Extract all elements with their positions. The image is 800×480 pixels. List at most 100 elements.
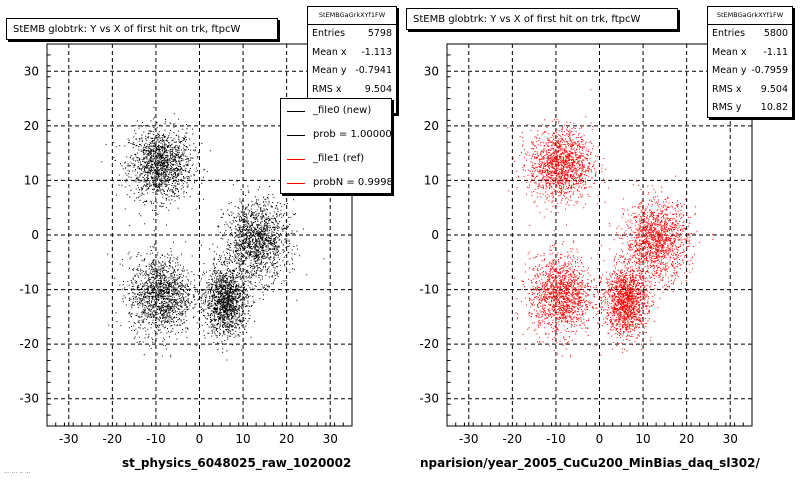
data-point — [276, 215, 278, 217]
data-point — [208, 305, 210, 307]
data-point — [173, 160, 175, 162]
data-point — [275, 207, 277, 209]
data-point — [247, 203, 249, 205]
data-point — [246, 242, 248, 244]
data-point — [273, 254, 275, 256]
data-point — [217, 311, 218, 313]
data-point — [277, 246, 279, 248]
data-point — [268, 240, 270, 242]
data-point — [153, 260, 154, 262]
data-point — [257, 259, 259, 261]
data-point — [225, 298, 227, 300]
data-point — [142, 186, 144, 188]
data-point — [183, 285, 185, 287]
data-point — [170, 165, 172, 167]
data-point — [235, 251, 236, 253]
data-point — [152, 289, 154, 291]
data-point — [170, 178, 172, 180]
data-point — [259, 268, 261, 270]
data-point — [227, 244, 229, 246]
data-point — [269, 212, 271, 214]
data-point — [241, 246, 243, 247]
data-point — [221, 282, 223, 284]
data-point — [246, 221, 248, 222]
data-point — [224, 297, 226, 299]
data-point — [161, 309, 162, 311]
data-point — [147, 317, 148, 319]
data-point — [135, 281, 137, 283]
data-point — [144, 149, 146, 151]
data-point — [213, 270, 215, 272]
data-point — [153, 230, 155, 232]
data-point — [172, 282, 174, 283]
data-point — [219, 322, 221, 324]
data-point — [183, 155, 185, 157]
data-point — [160, 284, 162, 285]
data-point — [177, 168, 178, 170]
data-point — [240, 249, 242, 251]
data-point — [153, 303, 155, 305]
data-point — [136, 301, 138, 303]
data-point — [249, 241, 251, 243]
data-point — [158, 185, 160, 187]
data-point — [256, 209, 258, 211]
data-point — [273, 246, 275, 248]
data-point — [178, 141, 180, 143]
data-point — [168, 290, 170, 292]
data-point — [231, 272, 233, 274]
data-point — [238, 295, 240, 297]
data-point — [251, 248, 253, 250]
data-point — [178, 139, 180, 141]
data-point — [178, 190, 179, 192]
data-point — [255, 258, 256, 259]
data-point — [148, 146, 150, 148]
data-point — [289, 223, 291, 225]
data-point — [235, 217, 237, 218]
data-point — [154, 186, 156, 188]
data-point — [144, 282, 146, 284]
data-point — [278, 227, 280, 229]
data-point — [266, 224, 268, 226]
data-point — [263, 266, 265, 268]
data-point — [177, 304, 179, 306]
data-point — [123, 162, 125, 164]
data-point — [148, 313, 150, 315]
data-point — [179, 298, 181, 300]
data-point — [263, 299, 265, 300]
data-point — [147, 150, 149, 152]
data-point — [135, 301, 137, 303]
data-point — [183, 139, 185, 141]
data-point — [134, 274, 136, 276]
data-point — [161, 164, 163, 166]
data-point — [155, 296, 156, 297]
data-point — [281, 240, 283, 242]
data-point — [157, 186, 159, 188]
data-point — [169, 260, 171, 261]
data-point — [189, 138, 191, 140]
data-point — [161, 145, 163, 147]
data-point — [250, 228, 252, 229]
data-point — [247, 235, 249, 237]
data-point — [216, 302, 218, 304]
data-point — [194, 180, 195, 182]
data-point — [273, 252, 275, 254]
data-point — [184, 308, 186, 310]
data-point — [268, 249, 270, 251]
data-point — [165, 151, 167, 153]
data-point — [151, 289, 153, 291]
data-point — [250, 282, 252, 284]
data-point — [277, 230, 279, 232]
data-point — [255, 232, 257, 234]
data-point — [164, 284, 166, 285]
data-point — [270, 244, 272, 246]
data-point — [161, 167, 163, 169]
data-point — [223, 298, 224, 300]
data-point — [154, 164, 156, 166]
data-point — [155, 303, 157, 305]
data-point — [252, 287, 254, 289]
data-point — [152, 292, 154, 294]
data-point — [296, 248, 298, 250]
data-point — [150, 292, 152, 294]
data-point — [168, 304, 170, 306]
data-point — [219, 278, 221, 279]
